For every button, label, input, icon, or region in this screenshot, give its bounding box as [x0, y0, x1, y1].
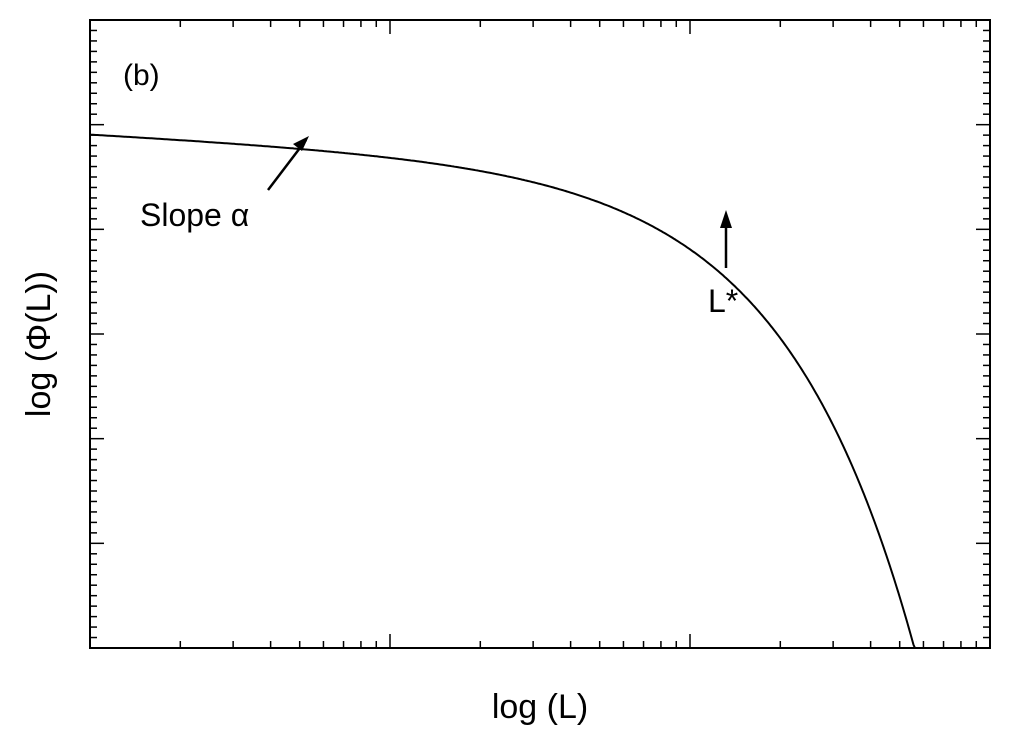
plot-frame: [89, 19, 991, 649]
axis-ticks: [90, 20, 990, 648]
y-axis-label: log (Φ(L)): [20, 271, 58, 417]
panel-label: (b): [123, 59, 160, 92]
slope-annotation: Slope α: [140, 197, 249, 233]
slope-arrowhead: [293, 136, 309, 151]
lstar-annotation: L*: [708, 283, 738, 319]
x-axis-label: log (L): [492, 688, 588, 726]
lstar-arrowhead: [720, 210, 732, 228]
schechter-curve: [89, 133, 916, 649]
